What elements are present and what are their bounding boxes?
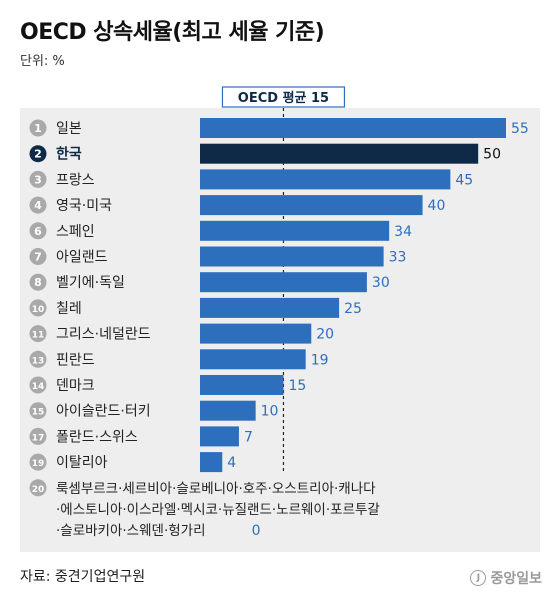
rank-circle (29, 196, 47, 214)
bar (200, 143, 479, 164)
country-label: 한국 (56, 147, 82, 163)
chart-title: OECD 상속세율(최고 세율 기준) (20, 20, 325, 45)
value-label: 34 (394, 224, 412, 240)
average-label-box (221, 86, 346, 108)
bar (200, 195, 423, 216)
rank-label: 6 (34, 225, 42, 238)
value-label: 7 (244, 429, 253, 445)
unit-label: 단위: % (20, 54, 65, 69)
country-label: 이탈리아 (56, 455, 108, 471)
value-label: 45 (455, 172, 473, 188)
zero-group-countries: 룩셈부르크·세르비아·슬로베니아·호주·오스트리아·캐나다 (56, 481, 376, 497)
rank-circle (29, 299, 47, 317)
country-label: 영국·미국 (56, 198, 112, 214)
value-label: 30 (372, 275, 390, 291)
value-label: 33 (389, 250, 407, 266)
rank-label: 19 (32, 459, 45, 469)
rank-label: 2 (34, 148, 42, 161)
country-label: 프랑스 (56, 172, 95, 188)
zero-group-countries: ·슬로바키아·스웨덴·헝가리 (56, 523, 206, 539)
value-label: 25 (344, 301, 362, 317)
value-label: 10 (261, 404, 279, 420)
value-label: 15 (288, 378, 306, 394)
country-label: 아일랜드 (56, 250, 108, 266)
bar (200, 169, 451, 190)
value-label: 20 (316, 327, 334, 343)
rank-circle (29, 453, 47, 471)
rank-label: 20 (32, 485, 45, 495)
rank-label: 10 (32, 305, 45, 315)
bar (200, 323, 312, 344)
bar (200, 297, 340, 318)
rank-label: 14 (32, 382, 45, 392)
country-label: 일본 (56, 121, 82, 137)
bar (200, 400, 256, 421)
rank-circle (29, 427, 47, 445)
zero-group-countries: ·에스토니아·이스라엘·멕시코·뉴질랜드·노르웨이·포르투갈 (56, 502, 380, 518)
country-label: 덴마크 (56, 378, 95, 394)
rank-label: 15 (32, 408, 45, 418)
value-label: 19 (311, 352, 329, 368)
rank-circle (29, 222, 47, 240)
bar (200, 375, 284, 395)
publisher-logo: J 중앙일보 (470, 568, 542, 588)
rank-circle (29, 325, 47, 343)
country-label: 스페인 (56, 224, 95, 240)
country-label: 벨기에·독일 (56, 275, 125, 291)
country-label: 폴란드·스위스 (56, 429, 138, 445)
logo-icon: J (470, 570, 487, 586)
bar (200, 426, 239, 447)
value-label: 0 (252, 523, 261, 539)
country-label: 핀란드 (56, 352, 95, 368)
country-label: 그리스·네덜란드 (56, 327, 151, 343)
rank-circle (29, 376, 47, 394)
rank-label: 7 (34, 251, 42, 264)
rank-circle (29, 402, 47, 420)
logo-text: 중앙일보 (490, 571, 542, 587)
rank-label: 4 (34, 199, 42, 212)
rank-label: 8 (34, 276, 42, 289)
bar (200, 272, 367, 293)
country-label: 아이슬란드·터키 (56, 404, 151, 420)
average-label: OECD 평균 15 (238, 90, 329, 106)
rank-circle (29, 119, 47, 137)
rank-circle (29, 248, 47, 265)
bar (200, 220, 390, 241)
value-label: 4 (227, 455, 236, 471)
rank-label: 3 (34, 173, 42, 186)
rank-circle (29, 145, 47, 163)
rank-label: 17 (32, 433, 45, 443)
value-label: 40 (428, 198, 446, 214)
bar-chart: OECD 평균 151 일본 552 한국 503 프랑스 454 영국·미국 406 스페인 34… (29, 86, 529, 539)
rank-circle (29, 479, 47, 497)
rank-label: 11 (32, 331, 45, 341)
bar (200, 349, 306, 370)
rank-label: 1 (34, 122, 42, 135)
country-label: 칠레 (56, 301, 82, 317)
bar (200, 246, 384, 267)
rank-circle (29, 273, 47, 291)
rank-label: 13 (32, 356, 45, 366)
bar (200, 452, 223, 473)
value-label: 50 (483, 147, 501, 163)
value-label: 55 (511, 121, 529, 137)
rank-circle (29, 170, 47, 188)
bar (200, 118, 506, 138)
source-note: 자료: 중견기업연구원 (20, 569, 146, 585)
rank-circle (29, 350, 47, 368)
